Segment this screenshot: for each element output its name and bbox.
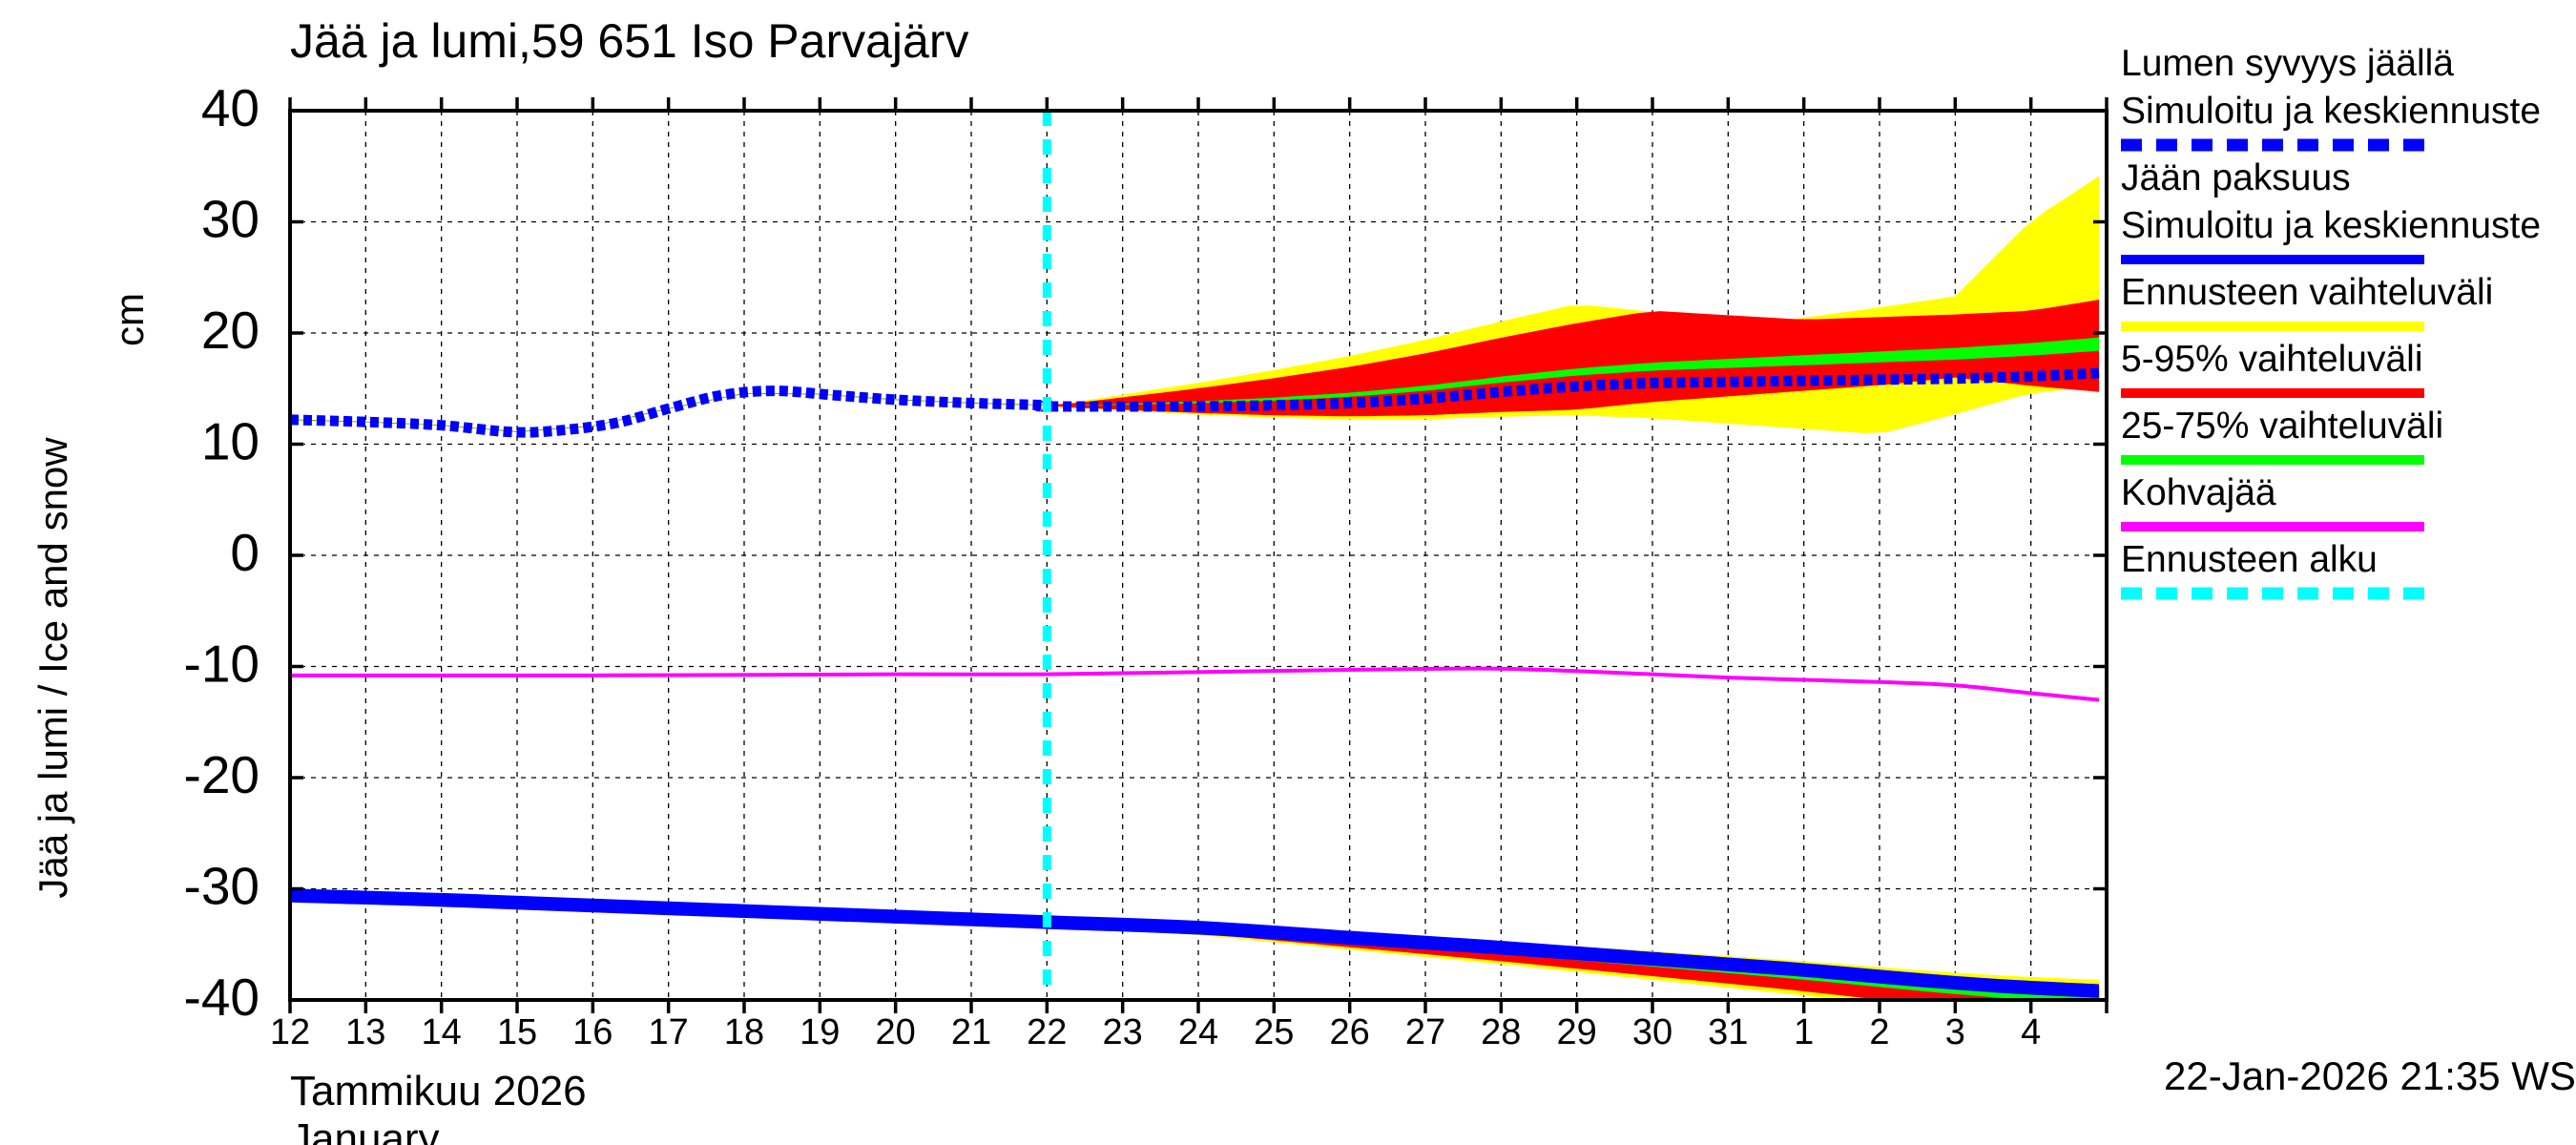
svg-text:-20: -20 (184, 745, 260, 804)
svg-text:Jää ja lumi,59 651 Iso Parvajä: Jää ja lumi,59 651 Iso Parvajärv (290, 14, 968, 68)
svg-text:12: 12 (270, 1012, 310, 1052)
svg-text:26: 26 (1330, 1012, 1370, 1052)
svg-text:16: 16 (572, 1012, 613, 1052)
svg-text:15: 15 (497, 1012, 537, 1052)
svg-text:22: 22 (1027, 1012, 1067, 1052)
svg-text:30: 30 (1632, 1012, 1672, 1052)
svg-text:18: 18 (724, 1012, 764, 1052)
svg-text:Ennusteen vaihteluväli: Ennusteen vaihteluväli (2121, 272, 2493, 313)
svg-text:28: 28 (1481, 1012, 1521, 1052)
svg-text:20: 20 (876, 1012, 916, 1052)
svg-text:cm: cm (107, 293, 152, 346)
svg-text:23: 23 (1103, 1012, 1143, 1052)
svg-text:31: 31 (1708, 1012, 1748, 1052)
svg-text:3: 3 (1945, 1012, 1965, 1052)
svg-text:Simuloitu ja keskiennuste: Simuloitu ja keskiennuste (2121, 91, 2541, 132)
svg-text:20: 20 (201, 301, 260, 360)
svg-text:Tammikuu 2026: Tammikuu 2026 (290, 1068, 587, 1114)
svg-text:4: 4 (2021, 1012, 2041, 1052)
svg-text:13: 13 (345, 1012, 385, 1052)
svg-text:30: 30 (201, 190, 260, 249)
svg-text:27: 27 (1405, 1012, 1445, 1052)
svg-text:Ennusteen alku: Ennusteen alku (2121, 539, 2378, 580)
svg-text:21: 21 (951, 1012, 991, 1052)
svg-text:5-95% vaihteluväli: 5-95% vaihteluväli (2121, 339, 2423, 380)
svg-text:Simuloitu ja keskiennuste: Simuloitu ja keskiennuste (2121, 205, 2541, 246)
svg-text:22-Jan-2026 21:35 WSFS-P: 22-Jan-2026 21:35 WSFS-P (2164, 1053, 2576, 1098)
svg-text:17: 17 (649, 1012, 689, 1052)
svg-text:Kohvajää: Kohvajää (2121, 472, 2276, 513)
svg-text:29: 29 (1557, 1012, 1597, 1052)
svg-text:Lumen syvyys jäällä: Lumen syvyys jäällä (2121, 43, 2454, 84)
svg-text:-10: -10 (184, 635, 260, 694)
svg-text:40: 40 (201, 78, 260, 137)
svg-text:0: 0 (230, 523, 260, 582)
svg-text:1: 1 (1794, 1012, 1814, 1052)
svg-text:-40: -40 (184, 968, 260, 1027)
svg-text:Jään paksuus: Jään paksuus (2121, 157, 2351, 198)
svg-text:25: 25 (1254, 1012, 1294, 1052)
svg-text:Jää ja lumi / Ice and snow: Jää ja lumi / Ice and snow (31, 437, 75, 899)
svg-text:2: 2 (1869, 1012, 1889, 1052)
svg-text:19: 19 (800, 1012, 840, 1052)
svg-text:14: 14 (422, 1012, 462, 1052)
svg-text:25-75% vaihteluväli: 25-75% vaihteluväli (2121, 406, 2443, 447)
svg-text:-30: -30 (184, 857, 260, 916)
svg-text:24: 24 (1178, 1012, 1218, 1052)
svg-text:10: 10 (201, 412, 260, 471)
svg-text:January: January (290, 1115, 440, 1145)
